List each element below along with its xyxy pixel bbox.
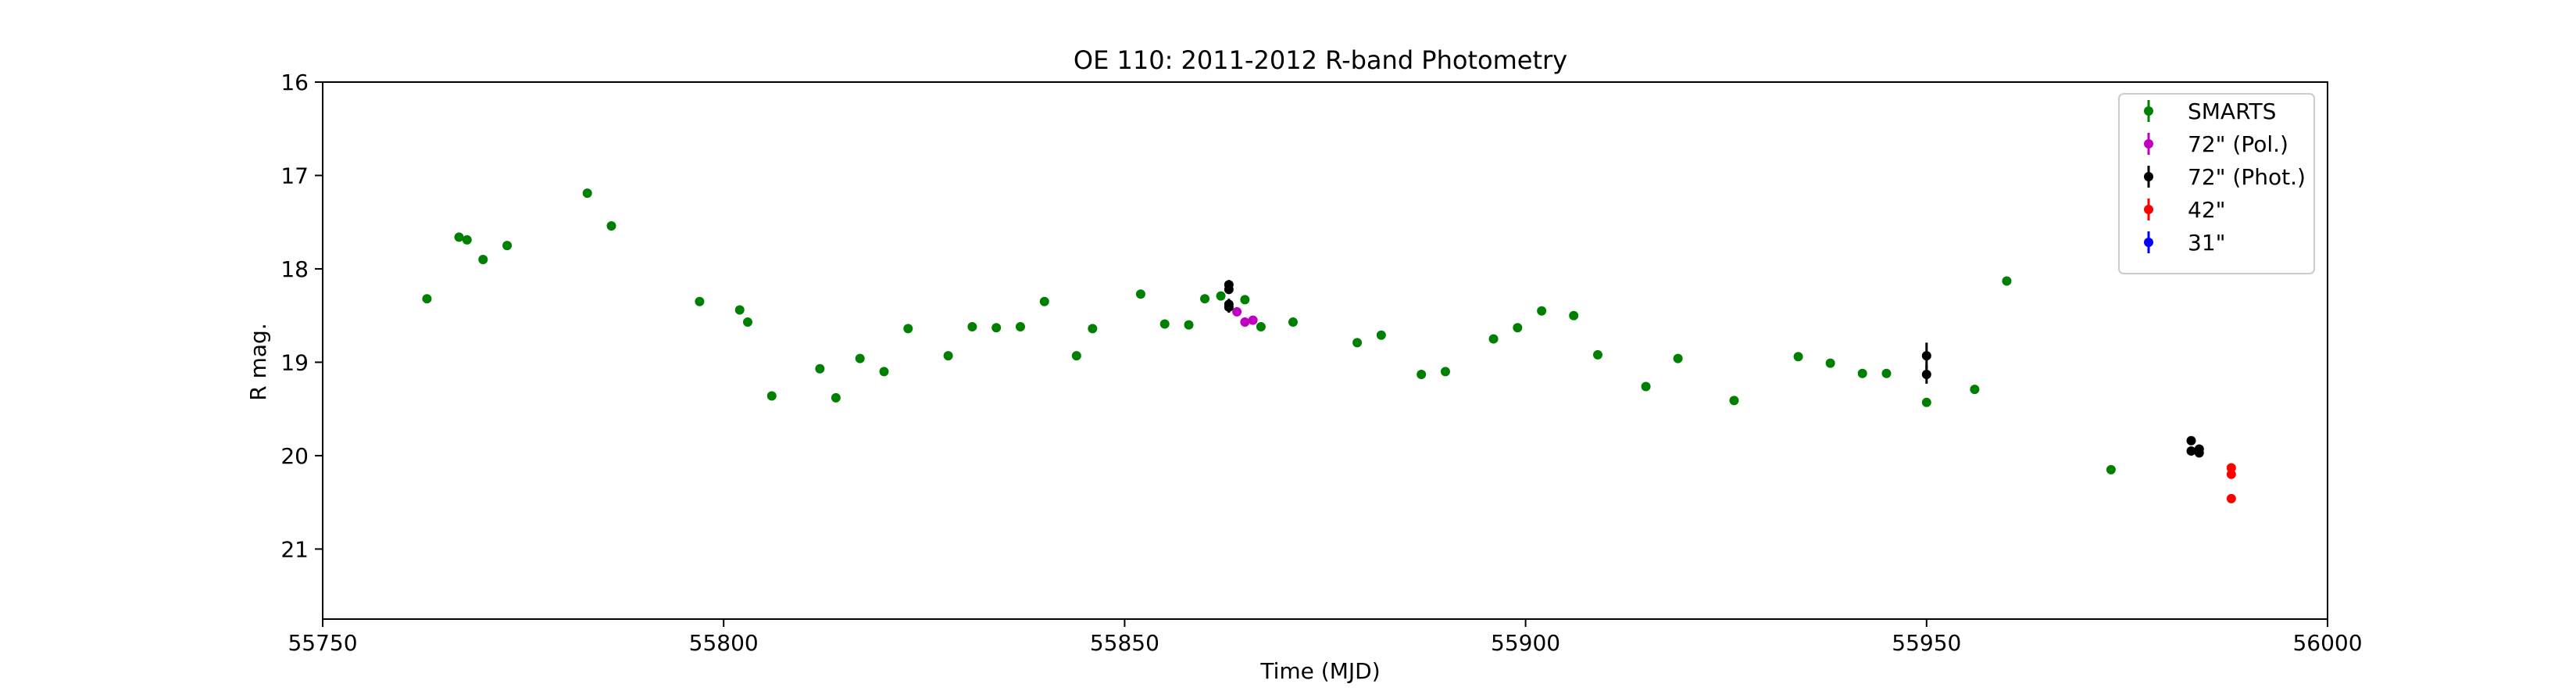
x-tick-label: 55900 [1491,630,1560,656]
data-point [2194,448,2204,458]
legend-label: 42" [2188,197,2226,223]
data-point [462,235,472,245]
data-point [1240,295,1250,305]
data-point [1673,353,1683,363]
data-point [1729,396,1739,406]
data-point [2226,469,2236,479]
y-tick-label: 21 [280,536,309,562]
data-point [831,392,841,403]
plot-layer [422,188,2236,503]
data-point [855,353,865,363]
data-point [2186,435,2196,446]
data-point [582,188,592,199]
data-point [2002,276,2012,286]
data-point [478,255,488,265]
data-point [1071,351,1081,361]
data-point [1921,369,1931,379]
data-point [1793,352,1803,362]
data-point [1537,306,1547,316]
legend-label: 31" [2188,230,2226,256]
legend-marker [2144,172,2153,181]
data-point [903,324,913,334]
data-point [1488,334,1499,344]
data-point [742,317,752,328]
y-tick-label: 20 [280,443,309,469]
x-axis-label: Time (MJD) [1259,658,1380,684]
data-point [1224,285,1234,295]
data-point [1641,381,1651,392]
data-point [815,363,825,374]
legend-marker [2144,139,2153,149]
data-point [1921,351,1931,361]
data-point [1417,369,1427,379]
data-point [1039,296,1049,306]
data-point [695,296,705,306]
ticks-layer: 55750 55800 55850 55900 55950 56000 16 17 18 19 20… [280,70,2362,656]
data-point [454,232,464,242]
legend-box [2118,93,2315,274]
data-point [1569,310,1579,320]
data-point [1159,319,1170,329]
data-point [1135,289,1145,299]
data-point [1440,367,1450,377]
chart-title: OE 110: 2011-2012 R-band Photometry [1074,45,1567,75]
data-point [1352,338,1363,348]
data-point [2106,464,2116,474]
legend-marker [2144,106,2153,116]
legend-marker [2144,238,2153,247]
data-point [2186,446,2196,456]
data-point [1184,320,1194,330]
legend: SMARTS 72" (Pol.) 72" (Phot.) 42" 31" [2118,93,2315,274]
data-point [2226,463,2236,473]
data-point [967,322,977,332]
data-point [1592,349,1602,360]
data-point [1376,330,1386,340]
data-point [1015,322,1025,332]
data-point [766,391,777,401]
data-point [1240,317,1250,328]
y-axis-label: R mag. [245,323,271,400]
legend-label: 72" (Pol.) [2188,131,2288,157]
data-point [422,294,432,304]
data-point [1970,385,1980,395]
data-point [1825,358,1835,368]
data-point [1921,397,1931,407]
x-tick-label: 56000 [2292,630,2362,656]
data-point [734,305,745,315]
data-point [991,323,1002,333]
data-point [879,367,889,377]
data-point [502,241,513,251]
y-tick-label: 16 [280,70,309,95]
x-tick-label: 55950 [1892,630,1961,656]
y-tick-label: 18 [280,256,309,282]
y-tick-label: 17 [280,163,309,188]
data-point [1200,294,1210,304]
data-point [1513,323,1523,333]
data-point [1088,324,1098,334]
x-tick-label: 55800 [689,630,759,656]
legend-label: SMARTS [2188,98,2276,124]
data-point [606,220,616,231]
x-tick-label: 55750 [288,630,357,656]
legend-label: 72" (Phot.) [2188,164,2306,190]
y-tick-label: 19 [280,349,309,375]
plot-frame [322,81,2328,620]
data-point [1216,291,1226,301]
data-point [1224,302,1234,312]
data-point [943,351,953,361]
data-point [1232,306,1242,317]
data-point [1288,317,1298,328]
data-point [1857,368,1867,378]
legend-marker [2144,205,2153,214]
data-point [1256,322,1266,332]
data-point [1881,368,1892,378]
data-point [1248,315,1258,325]
data-point [2226,493,2236,503]
x-tick-label: 55850 [1090,630,1159,656]
